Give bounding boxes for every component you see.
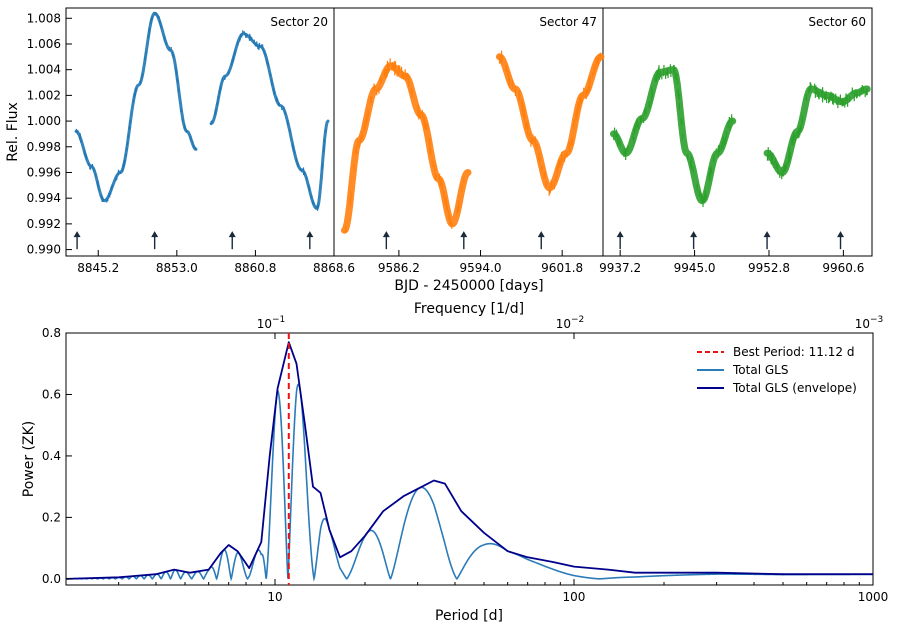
light-curve-panels: Sector 20 8845.2 8853.0 8860.8 8868.6 Secto… <box>5 7 873 294</box>
power-tick-label-0: 0.0 <box>42 572 61 586</box>
total-gls-curve <box>66 383 873 582</box>
sector-47-panel: Sector 47 9586.2 9594.0 9601.8 <box>341 15 605 275</box>
sector-20-xtick-label-1: 8853.0 <box>156 261 198 275</box>
sector-47-points-1 <box>498 50 601 196</box>
frequency-tick-base: 10 <box>556 317 571 331</box>
transit-arrow-head-1 <box>460 231 468 238</box>
flux-tick-label-8: 1.006 <box>27 37 61 51</box>
legend-gls-label: Total GLS <box>732 363 788 377</box>
period-tick-label-2: 1000 <box>858 590 889 604</box>
sector-47-points-0 <box>344 58 465 233</box>
power-axis-label: Power (ZK) <box>21 421 37 497</box>
transit-arrow-head-1 <box>151 231 159 238</box>
sector-60-xtick-label-1: 9945.0 <box>674 261 716 275</box>
flux-tick-label-2: 0.994 <box>27 191 61 205</box>
sector-20-xtick-label-3: 8868.6 <box>313 261 355 275</box>
bjd-axis-label: BJD - 2450000 [days] <box>394 278 543 294</box>
sector-47-flux-band-1 <box>495 53 605 192</box>
sector-60-xtick-label-0: 9937.2 <box>599 261 641 275</box>
power-tick-label-2: 0.4 <box>42 449 61 463</box>
period-tick-label-0: 10 <box>267 590 282 604</box>
transit-arrow-head-2 <box>228 231 236 238</box>
sector-60-flux-band-0 <box>610 66 737 205</box>
sector-60-xtick-label-3: 9960.6 <box>822 261 864 275</box>
sector-20-frame <box>65 7 335 257</box>
transit-arrow-head-0 <box>616 231 624 238</box>
flux-y-axis: 0.990 0.992 0.994 0.996 0.998 1.000 1.002 1.004… <box>27 11 72 257</box>
sector-60-points-0 <box>613 64 733 207</box>
legend: Best Period: 11.12 d Total GLS Total GLS… <box>689 341 868 403</box>
sector-60-flux-band-1 <box>763 85 871 176</box>
period-axis-label: Period [d] <box>435 608 503 624</box>
sector-20-xtick-label-2: 8860.8 <box>234 261 276 275</box>
transit-arrow-head-0 <box>382 231 390 238</box>
sector-20-xtick-label-0: 8845.2 <box>77 261 119 275</box>
sector-47-xtick-label-0: 9586.2 <box>378 261 420 275</box>
transit-arrow-head-2 <box>763 231 771 238</box>
frequency-tick-exponent: −2 <box>571 315 584 325</box>
transit-arrow-head-3 <box>306 231 314 238</box>
periodogram-panel: Frequency [1/d] Power (ZK) Period [d] 0.… <box>21 301 888 624</box>
sector-60-frame <box>602 7 873 257</box>
sector-47-frame <box>333 7 604 257</box>
transit-arrow-head-1 <box>690 231 698 238</box>
flux-tick-label-6: 1.002 <box>27 88 61 102</box>
sector-60-xtick-label-2: 9952.8 <box>748 261 790 275</box>
frequency-tick-exponent: −3 <box>870 315 883 325</box>
flux-tick-label-7: 1.004 <box>27 63 61 77</box>
sector-47-flux-band-0 <box>341 62 472 234</box>
sector-60-points-1 <box>766 82 868 180</box>
sector-20-points-1 <box>210 30 327 211</box>
period-tick-label-1: 100 <box>563 590 586 604</box>
sector-60-title: Sector 60 <box>808 15 866 29</box>
gls-curves <box>65 333 873 585</box>
flux-tick-label-5: 1.000 <box>27 114 61 128</box>
flux-tick-label-1: 0.992 <box>27 217 61 231</box>
sector-20-panel: Sector 20 8845.2 8853.0 8860.8 8868.6 <box>73 11 355 275</box>
sector-20-title: Sector 20 <box>270 15 328 29</box>
legend-best-period-label: Best Period: 11.12 d <box>733 345 854 359</box>
power-tick-label-3: 0.6 <box>42 387 61 401</box>
total-gls-envelope <box>65 341 873 580</box>
legend-box <box>689 341 868 403</box>
frequency-axis-label: Frequency [1/d] <box>414 301 524 317</box>
frequency-tick-label-1: 10−2 <box>556 315 585 331</box>
sector-20-points-0 <box>75 12 197 203</box>
sector-20-flux-band-0 <box>74 11 198 203</box>
flux-tick-label-9: 1.008 <box>27 11 61 25</box>
transit-arrow-head-3 <box>837 231 845 238</box>
frequency-tick-base: 10 <box>257 317 272 331</box>
flux-axis-label: Rel. Flux <box>5 102 21 162</box>
flux-tick-label-3: 0.996 <box>27 165 61 179</box>
frequency-tick-exponent: −1 <box>272 315 285 325</box>
flux-tick-label-0: 0.990 <box>27 243 61 257</box>
sector-60-panel: Sector 60 9937.2 9945.0 9952.8 9960.6 <box>599 15 871 275</box>
periodogram-frame <box>65 332 874 586</box>
legend-envelope-label: Total GLS (envelope) <box>732 381 857 395</box>
sector-47-xtick-label-2: 9601.8 <box>541 261 583 275</box>
sector-47-xtick-label-1: 9594.0 <box>460 261 502 275</box>
sector-47-title: Sector 47 <box>539 15 597 29</box>
power-tick-label-1: 0.2 <box>42 510 61 524</box>
sector-20-flux-band-1 <box>209 32 330 210</box>
transit-arrow-head-2 <box>537 231 545 238</box>
flux-tick-label-4: 0.998 <box>27 140 61 154</box>
frequency-tick-base: 10 <box>855 317 870 331</box>
transit-arrow-head-0 <box>73 231 81 238</box>
frequency-tick-label-0: 10−1 <box>257 315 286 331</box>
power-tick-label-4: 0.8 <box>42 326 61 340</box>
frequency-tick-label-2: 10−3 <box>855 315 884 331</box>
